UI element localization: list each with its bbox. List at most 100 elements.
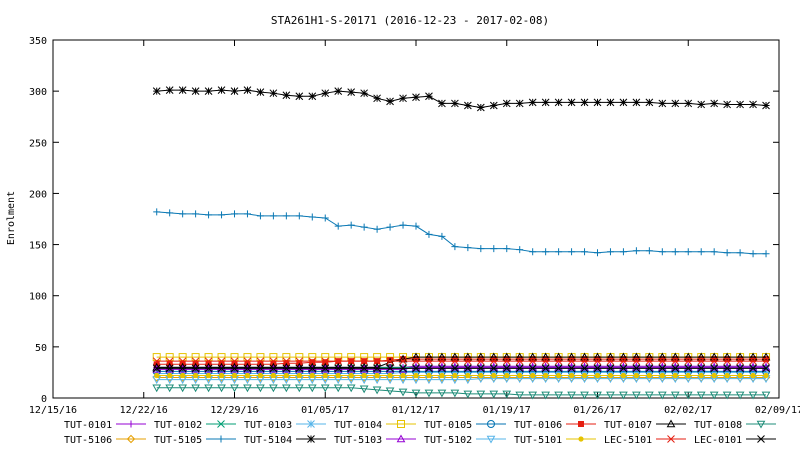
data-point: [424, 352, 434, 361]
legend-marker: [487, 420, 495, 428]
data-point: [204, 364, 213, 373]
data-point: [347, 221, 355, 229]
data-point: [541, 391, 550, 400]
legend-item-tut-0102: TUT-0102: [154, 420, 236, 431]
data-point: [165, 357, 174, 366]
data-point: [568, 356, 575, 363]
data-point: [696, 391, 706, 400]
data-point: [580, 368, 589, 377]
data-point: [464, 364, 472, 373]
data-point: [710, 248, 718, 256]
data-point: [178, 364, 187, 373]
y-tick-label: 100: [29, 292, 47, 303]
data-point: [243, 210, 251, 218]
data-point: [269, 357, 278, 366]
data-point: [619, 352, 628, 361]
data-point: [619, 364, 628, 373]
legend-item-lec-0101: LEC-0101: [694, 435, 776, 446]
data-point: [632, 98, 641, 107]
data-point: [749, 100, 757, 109]
x-tick-label: 02/09/17: [755, 405, 800, 416]
data-point: [452, 372, 458, 379]
data-point: [165, 364, 174, 373]
plot-border: [52, 39, 780, 399]
legend-marker: [667, 435, 675, 443]
series-line-tut-5104: [156, 89, 767, 109]
legend-item-tut-0108: TUT-0108: [694, 420, 776, 431]
legend-label: TUT-0105: [424, 420, 472, 431]
x-tick-label: 12/15/16: [29, 405, 77, 416]
data-point: [257, 372, 264, 379]
series-tut-5105: [153, 208, 770, 258]
data-point: [567, 368, 576, 377]
data-point: [334, 222, 342, 230]
data-point: [425, 356, 432, 363]
data-point: [528, 357, 537, 366]
data-point: [723, 364, 731, 373]
data-point: [671, 248, 679, 256]
data-point: [282, 357, 291, 366]
data-point: [412, 368, 420, 377]
data-point: [748, 352, 758, 361]
data-point: [633, 372, 639, 379]
data-point: [152, 364, 161, 373]
legend-label: TUT-0104: [334, 420, 382, 431]
data-point: [684, 357, 693, 366]
data-point: [412, 93, 420, 102]
data-point: [593, 98, 602, 107]
data-point: [594, 372, 601, 379]
data-point: [464, 356, 471, 363]
legend-item-tut-5106: TUT-5106: [64, 434, 146, 446]
data-point: [360, 223, 368, 231]
data-point: [542, 356, 549, 363]
data-point: [607, 356, 614, 363]
data-point: [308, 213, 316, 221]
series-tut-5104: [152, 86, 770, 112]
data-point: [556, 372, 562, 379]
series-lec-0101: [152, 364, 770, 373]
data-point: [490, 245, 498, 253]
data-point: [750, 356, 757, 363]
data-point: [373, 225, 381, 233]
data-point: [178, 357, 187, 366]
data-point: [658, 99, 667, 108]
data-point: [528, 352, 538, 361]
data-point: [476, 364, 485, 373]
data-point: [528, 368, 537, 377]
y-tick-label: 50: [35, 343, 47, 354]
data-point: [450, 389, 460, 398]
series-line-tut-0108: [156, 387, 767, 396]
data-point: [230, 357, 239, 366]
data-point: [491, 372, 497, 379]
data-point: [723, 357, 731, 366]
legend-item-lec-5101: LEC-5101: [604, 435, 686, 446]
data-point: [464, 244, 472, 252]
data-point: [502, 352, 512, 361]
data-point: [334, 357, 343, 366]
data-point: [283, 372, 289, 379]
data-point: [178, 384, 187, 393]
data-point: [646, 372, 652, 379]
data-point: [295, 364, 304, 373]
legend-marker: [578, 436, 584, 442]
data-point: [243, 86, 252, 94]
data-point: [152, 364, 162, 373]
data-point: [476, 390, 486, 399]
data-point: [516, 356, 523, 363]
legend-marker: [127, 420, 135, 428]
data-point: [632, 352, 641, 361]
data-point: [243, 384, 252, 393]
data-point: [633, 356, 640, 363]
data-point: [244, 372, 251, 379]
data-point: [398, 388, 408, 397]
data-point: [425, 357, 433, 366]
data-point: [710, 364, 719, 373]
data-point: [671, 99, 680, 108]
data-point: [424, 389, 434, 398]
data-point: [658, 357, 667, 366]
data-point: [735, 352, 745, 361]
data-point: [762, 364, 770, 373]
data-point: [270, 372, 276, 379]
data-point: [606, 368, 615, 377]
data-point: [645, 368, 654, 377]
